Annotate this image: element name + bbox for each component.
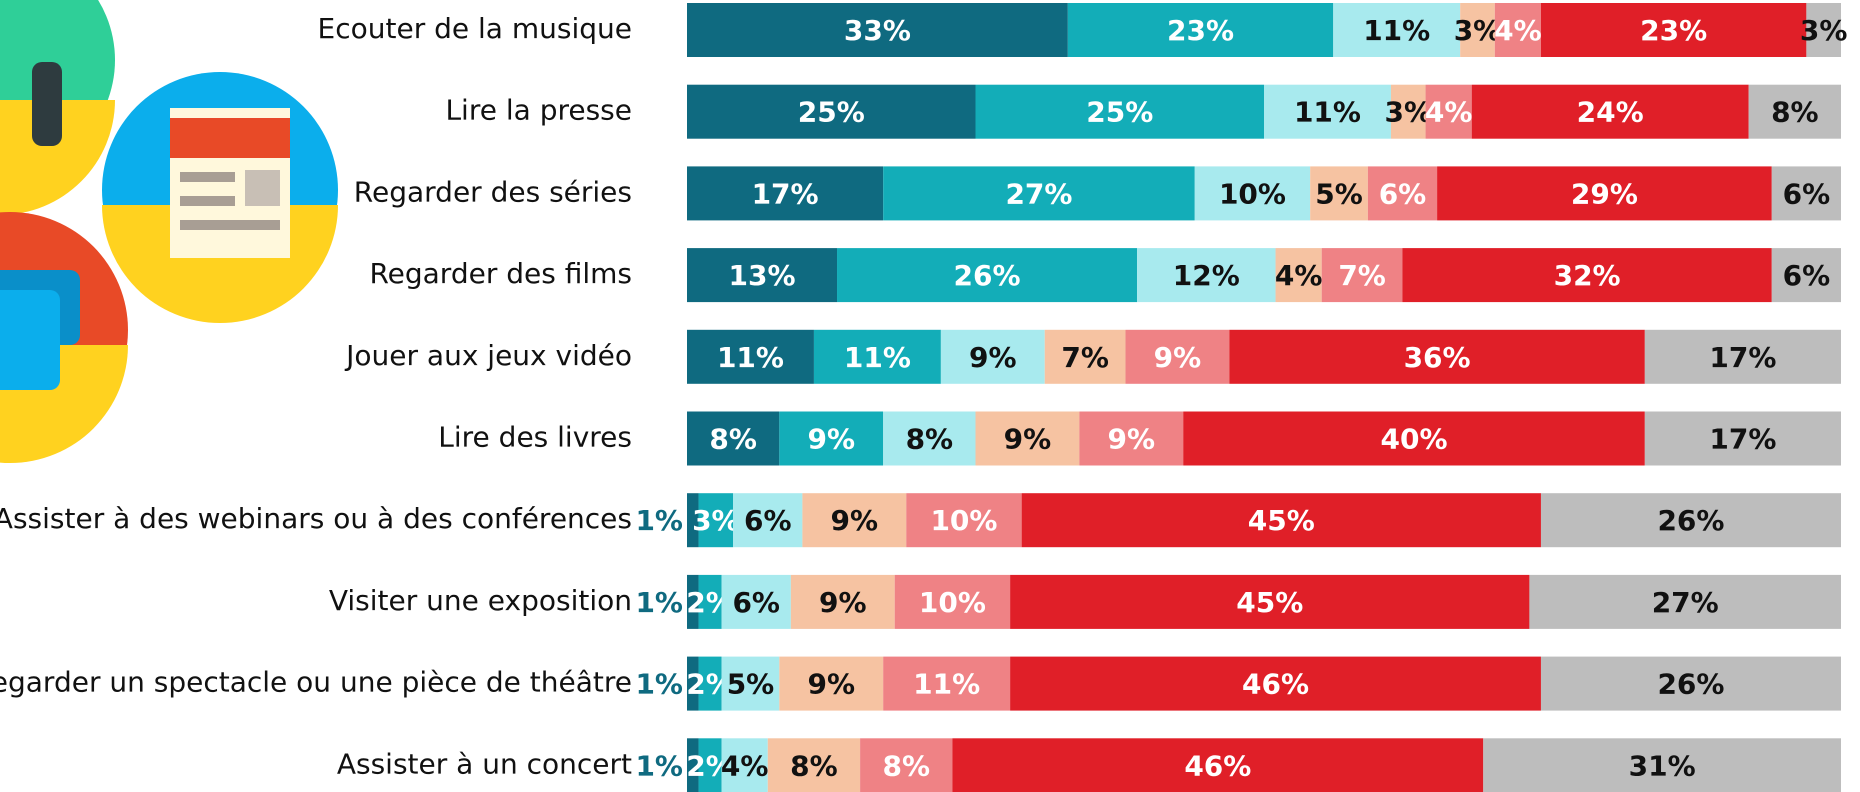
value-label: 26%	[954, 259, 1021, 292]
category-label: Assister à un concert	[337, 747, 632, 780]
value-label: 6%	[744, 504, 792, 537]
value-label: 46%	[1242, 668, 1309, 701]
value-label: 26%	[1657, 668, 1724, 701]
value-label: 9%	[831, 504, 879, 537]
value-label: 6%	[1783, 177, 1831, 210]
value-label: 17%	[1709, 423, 1776, 456]
category-label: Visiter une exposition	[329, 584, 632, 617]
value-label: 40%	[1381, 423, 1448, 456]
value-label: 1%	[635, 668, 683, 701]
value-label: 25%	[1086, 96, 1153, 129]
value-label: 11%	[844, 341, 911, 374]
icon-photo	[245, 170, 280, 206]
value-label: 36%	[1404, 341, 1471, 374]
value-label: 8%	[882, 749, 930, 782]
decorative-icons	[0, 0, 338, 463]
icon-line	[180, 220, 280, 230]
value-label: 8%	[709, 423, 757, 456]
icon-headphone	[32, 62, 62, 146]
value-label: 4%	[721, 749, 769, 782]
value-label: 12%	[1173, 259, 1240, 292]
value-label: 11%	[913, 668, 980, 701]
value-label: 27%	[1652, 586, 1719, 619]
category-label: Regarder un spectacle ou une pièce de th…	[0, 666, 632, 699]
category-label: Assister à des webinars ou à des confére…	[0, 502, 632, 535]
value-label: 3%	[692, 504, 740, 537]
value-label: 11%	[1294, 96, 1361, 129]
value-label: 8%	[906, 423, 954, 456]
value-label: 8%	[1771, 96, 1819, 129]
value-label: 3%	[1800, 14, 1848, 47]
value-label: 5%	[727, 668, 775, 701]
value-label: 23%	[1167, 14, 1234, 47]
value-label: 23%	[1640, 14, 1707, 47]
value-label: 9%	[969, 341, 1017, 374]
value-label: 4%	[1494, 14, 1542, 47]
value-label: 6%	[1783, 259, 1831, 292]
value-label: 9%	[807, 423, 855, 456]
value-label: 29%	[1571, 177, 1638, 210]
value-label: 11%	[1363, 14, 1430, 47]
value-label: 9%	[1004, 423, 1052, 456]
value-label: 9%	[1108, 423, 1156, 456]
value-label: 45%	[1248, 504, 1315, 537]
icon-line	[180, 172, 235, 182]
value-label: 10%	[1219, 177, 1286, 210]
value-label: 1%	[635, 504, 683, 537]
value-label: 31%	[1629, 749, 1696, 782]
value-label: 9%	[807, 668, 855, 701]
icon-line	[180, 196, 235, 206]
value-label: 9%	[819, 586, 867, 619]
value-label: 17%	[1709, 341, 1776, 374]
value-label: 9%	[1154, 341, 1202, 374]
value-label: 8%	[790, 749, 838, 782]
value-label: 5%	[1315, 177, 1363, 210]
page: {"chart_data": {"type": "stacked-bar", "…	[0, 0, 1860, 792]
category-label: Lire la presse	[445, 94, 632, 127]
value-label: 26%	[1657, 504, 1724, 537]
value-label: 4%	[1275, 259, 1323, 292]
value-label: 24%	[1577, 96, 1644, 129]
value-label: 7%	[1338, 259, 1386, 292]
value-label: 11%	[717, 341, 784, 374]
icon-paper-header	[170, 118, 290, 158]
value-label: 4%	[1425, 96, 1473, 129]
value-label: 1%	[635, 749, 683, 782]
category-label: Lire des livres	[438, 421, 632, 454]
value-label: 7%	[1061, 341, 1109, 374]
value-label: 25%	[798, 96, 865, 129]
value-label: 1%	[635, 586, 683, 619]
value-label: 10%	[919, 586, 986, 619]
value-label: 45%	[1236, 586, 1303, 619]
value-label: 33%	[844, 14, 911, 47]
value-label: 6%	[1379, 177, 1427, 210]
value-label: 13%	[728, 259, 795, 292]
value-label: 17%	[752, 177, 819, 210]
value-label: 6%	[732, 586, 780, 619]
chart: Ecouter de la musique 33% 23% 11% 3% 4% 23% 3% L…	[0, 0, 1860, 792]
category-label: Regarder des séries	[354, 175, 632, 208]
category-label: Jouer aux jeux vidéo	[344, 339, 632, 372]
value-label: 46%	[1184, 749, 1251, 782]
value-label: 10%	[930, 504, 997, 537]
value-label: 27%	[1005, 177, 1072, 210]
icon-screen	[0, 290, 60, 390]
category-label: Regarder des films	[369, 257, 632, 290]
category-label: Ecouter de la musique	[318, 12, 632, 45]
value-label: 32%	[1554, 259, 1621, 292]
